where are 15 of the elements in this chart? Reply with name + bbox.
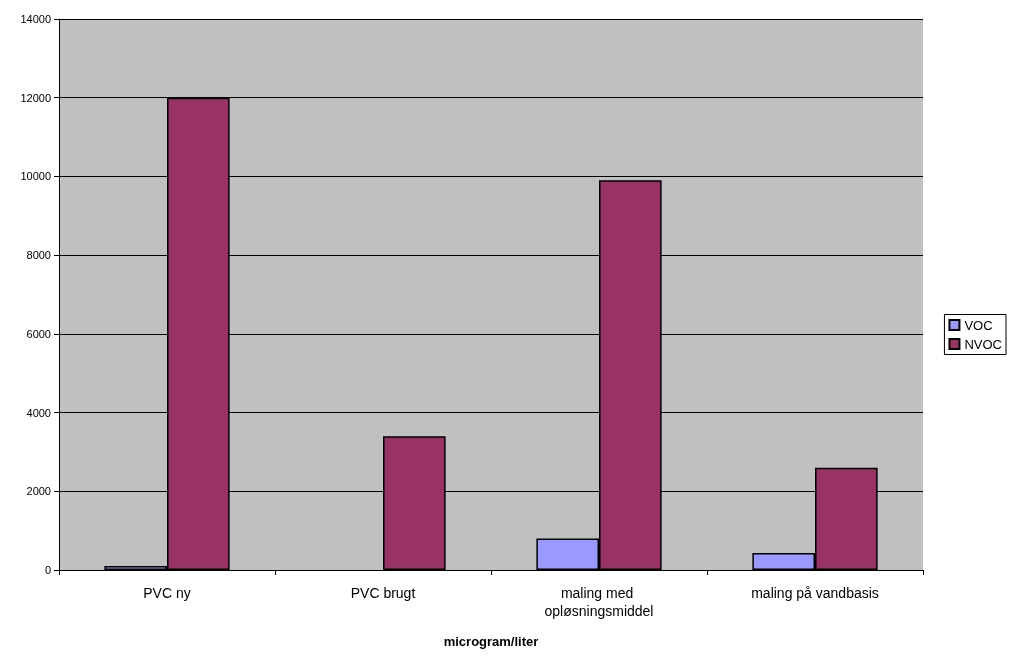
x-tick-label: maling på vandbasis	[751, 585, 879, 601]
y-tick-label: 12000	[20, 91, 51, 104]
y-tick-label: 14000	[20, 13, 51, 25]
y-tick-label: 10000	[20, 170, 51, 183]
x-axis-title: microgram/liter	[443, 634, 539, 649]
y-tick-label: 2000	[26, 485, 51, 498]
x-tick-label: maling med opløsningsmiddel	[544, 585, 654, 619]
x-tick-label: PVC ny	[143, 585, 191, 601]
legend-label: VOC	[964, 317, 993, 333]
y-tick-label: 8000	[26, 249, 51, 262]
legend-label: NVOC	[964, 336, 1002, 352]
y-tick-label: 4000	[26, 406, 51, 419]
x-tick-label: PVC brugt	[350, 585, 416, 601]
y-tick-label: 6000	[26, 327, 51, 340]
y-tick-label: 0	[44, 564, 51, 576]
